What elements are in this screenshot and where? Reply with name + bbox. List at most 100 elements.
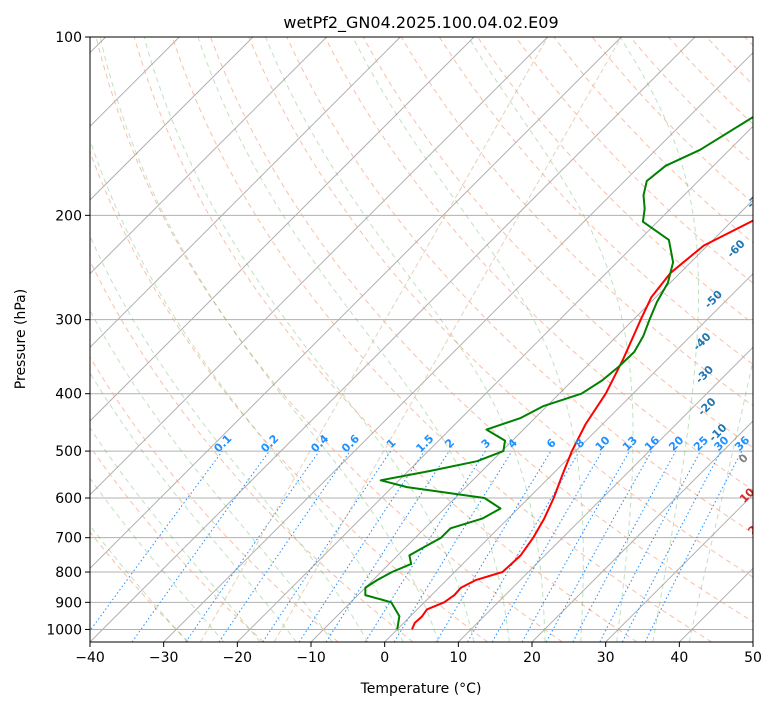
dry-adiabat — [706, 37, 753, 86]
dry-adiabat-label: -80 — [767, 135, 775, 158]
dry-adiabat — [286, 37, 753, 534]
dry-adiabat — [591, 37, 753, 204]
guide-curve — [273, 37, 622, 642]
y-tick-label: 600 — [55, 491, 82, 507]
line-labels: -100-90-80-70-60-50-40-30-20-100.10.20.4… — [211, 135, 775, 610]
isotherm-gridline — [90, 37, 328, 275]
data-series — [364, 115, 753, 630]
moist-adiabat-label: 10 — [737, 485, 757, 505]
x-tick-label: −10 — [296, 650, 326, 666]
y-tick-label: 400 — [55, 387, 82, 403]
y-axis-label: Pressure (hPa) — [13, 289, 29, 389]
isotherm-gridline — [678, 567, 753, 642]
mixing-ratio-label: 0.6 — [339, 432, 362, 455]
chart-title: wetPf2_GN04.2025.100.04.02.E09 — [283, 13, 558, 33]
x-tick-label: 40 — [670, 650, 688, 666]
moist-adiabat — [99, 37, 439, 642]
guide-curve — [200, 37, 549, 642]
mixing-ratio-line — [90, 450, 223, 632]
y-tick-label: 700 — [55, 531, 82, 547]
mixing-ratio-label: 0.4 — [308, 432, 331, 455]
moist-adiabat-label: 40 — [758, 590, 775, 610]
y-tick-label: 1000 — [46, 622, 82, 638]
isotherm-gridline — [90, 37, 549, 496]
x-tick-label: 30 — [597, 650, 615, 666]
mixing-ratio-label: 6 — [544, 436, 559, 451]
isotherm-gridline — [752, 641, 753, 642]
mixing-ratio-line — [572, 450, 677, 642]
mixing-ratio-line — [218, 450, 351, 642]
dry-adiabat — [668, 37, 753, 125]
mixing-ratio-line — [545, 450, 653, 642]
mixing-ratio-label: 2 — [442, 436, 457, 451]
moist-adiabat-label: 20 — [745, 517, 765, 537]
x-axis: −40 −30 −20 −10 0 10 20 30 40 50 — [75, 642, 762, 666]
moist-adiabat — [90, 371, 297, 642]
dry-adiabat — [438, 37, 753, 366]
y-tick-label: 100 — [55, 30, 82, 46]
dry-adiabat-label: -70 — [744, 188, 767, 211]
dry-adiabat — [90, 445, 264, 642]
mixing-ratio-line — [325, 450, 450, 642]
moist-adiabat — [90, 309, 333, 642]
moist-adiabat — [143, 37, 475, 642]
moist-adiabat — [90, 235, 369, 642]
y-tick-label: 900 — [55, 595, 82, 611]
dry-adiabat — [400, 37, 753, 407]
y-tick-label: 300 — [55, 313, 82, 329]
x-axis-label: Temperature (°C) — [360, 681, 482, 697]
moist-adiabat — [352, 37, 584, 642]
mixing-ratio-line — [435, 450, 552, 642]
isotherm-gridline — [90, 37, 696, 642]
isotherm-gridline — [457, 346, 753, 642]
mixing-ratio-line — [644, 450, 743, 642]
dry-adiabat — [90, 356, 339, 642]
mixing-ratio-line — [521, 450, 630, 642]
dry-adiabat — [744, 37, 753, 47]
isotherm-gridline — [90, 37, 401, 349]
mixing-ratio-label: 36 — [732, 433, 752, 453]
mixing-ratio-line — [262, 450, 392, 642]
moist-adiabat — [90, 138, 404, 642]
mixing-ratio-line — [599, 450, 701, 642]
mixing-ratio-line — [131, 450, 270, 642]
moist-adiabat — [619, 37, 699, 642]
mixing-ratio-label: 0.2 — [258, 432, 281, 455]
dry-adiabat — [553, 37, 753, 244]
plot-frame — [89, 36, 754, 643]
dry-adiabat — [95, 37, 563, 642]
mixing-ratio-line — [185, 450, 320, 642]
mixing-ratio-label: 3 — [479, 436, 494, 451]
mixing-ratio-line — [298, 450, 425, 642]
x-tick-label: 50 — [744, 650, 762, 666]
dry-adiabat — [133, 37, 638, 642]
mixing-ratio-label: 8 — [573, 436, 588, 451]
dry-adiabat-label: -60 — [724, 237, 747, 260]
isotherm-gridline — [90, 37, 622, 570]
moist-adiabat — [265, 37, 546, 642]
y-tick-label: 500 — [55, 444, 82, 460]
isotherm-gridline — [236, 125, 753, 642]
dry-adiabat-label: -20 — [695, 395, 718, 418]
mixing-ratio-label: 1 — [384, 436, 399, 451]
y-tick-label: 200 — [55, 208, 82, 224]
mixing-ratio-label: 10 — [593, 433, 613, 453]
isotherm-gridline — [163, 51, 753, 642]
isotherm-gridline — [531, 420, 753, 642]
background-lines — [90, 37, 753, 642]
y-axis: 100 200 300 400 500 600 700 800 900 1000 — [46, 30, 90, 638]
dry-adiabat — [210, 37, 753, 623]
dry-adiabat-label: -40 — [690, 330, 713, 353]
mixing-ratio-label: 1.5 — [413, 432, 436, 455]
dry-adiabat — [90, 150, 488, 642]
dry-adiabat — [90, 259, 414, 642]
dry-adiabat — [90, 531, 190, 642]
x-tick-label: −30 — [149, 650, 179, 666]
moist-adiabat-label: 30 — [751, 553, 771, 573]
isotherm-gridline — [384, 272, 753, 642]
moist-adiabat — [467, 37, 634, 642]
mixing-ratio-label: 0.1 — [211, 432, 234, 455]
x-tick-label: 20 — [523, 650, 541, 666]
dry-adiabat-label: -50 — [702, 288, 725, 311]
